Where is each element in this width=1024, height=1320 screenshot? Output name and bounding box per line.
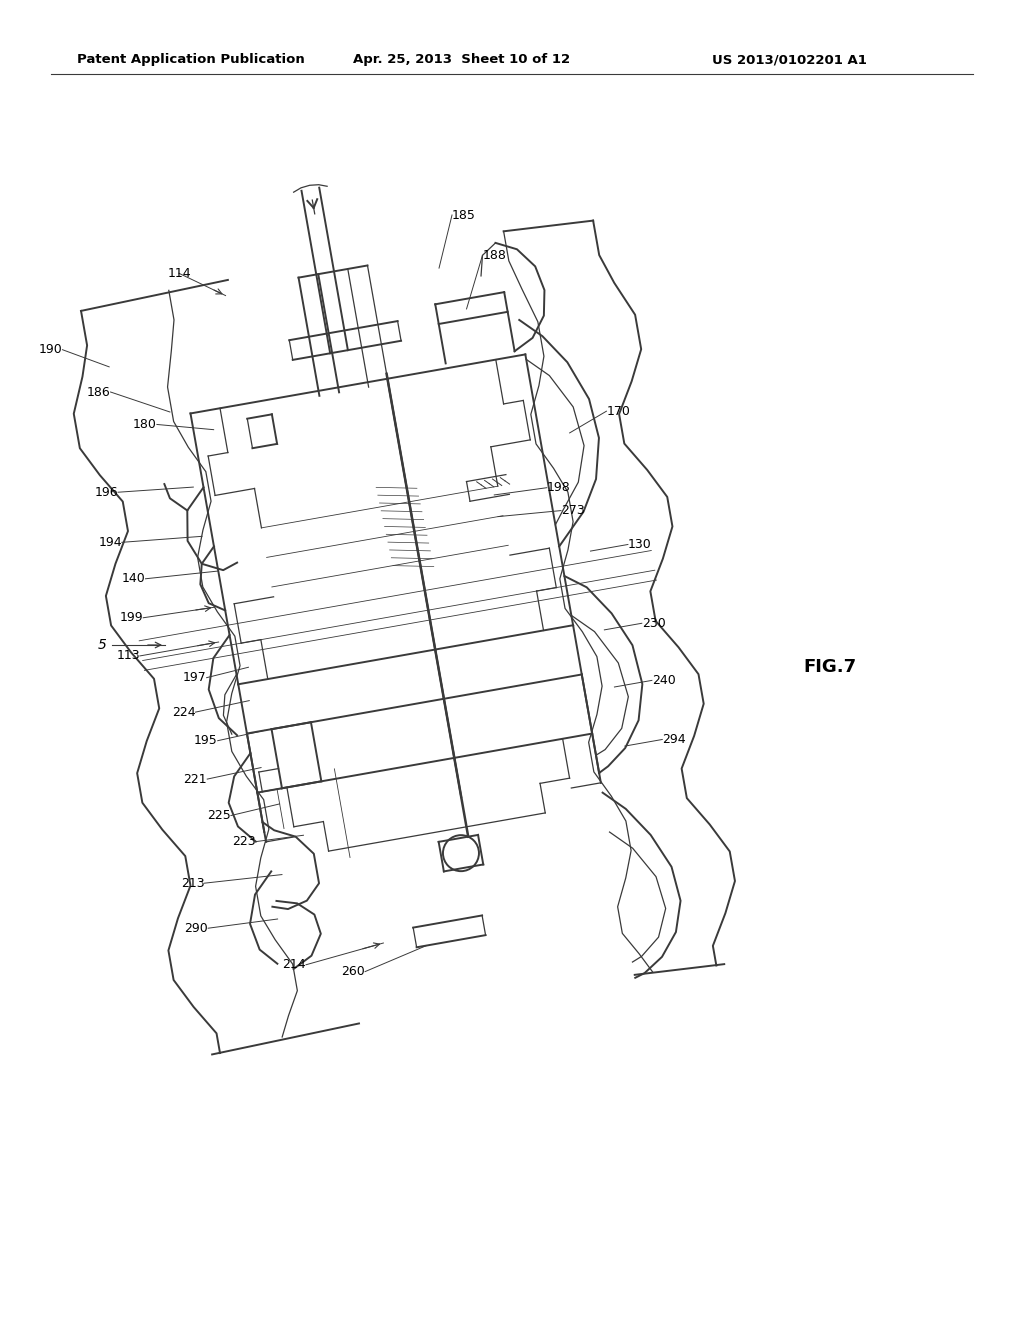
Text: 140: 140: [122, 573, 145, 585]
Text: 130: 130: [628, 539, 651, 550]
Text: US 2013/0102201 A1: US 2013/0102201 A1: [712, 53, 866, 66]
Text: 113: 113: [116, 649, 140, 663]
Text: 294: 294: [663, 733, 686, 746]
Text: 180: 180: [133, 418, 157, 430]
Text: 190: 190: [39, 343, 62, 356]
Text: Patent Application Publication: Patent Application Publication: [77, 53, 304, 66]
Text: 186: 186: [87, 385, 111, 399]
Text: 214: 214: [283, 958, 306, 972]
Text: 223: 223: [232, 836, 256, 849]
Text: 196: 196: [94, 486, 118, 499]
Text: 198: 198: [547, 482, 570, 494]
Text: 225: 225: [207, 809, 231, 822]
Text: 240: 240: [652, 675, 676, 686]
Text: 194: 194: [98, 536, 122, 549]
Text: 188: 188: [482, 249, 506, 261]
Text: 273: 273: [561, 504, 585, 517]
Text: 114: 114: [167, 267, 190, 280]
Text: Apr. 25, 2013  Sheet 10 of 12: Apr. 25, 2013 Sheet 10 of 12: [353, 53, 570, 66]
Text: 170: 170: [606, 405, 631, 417]
Text: 197: 197: [183, 671, 207, 684]
Text: 185: 185: [452, 209, 476, 222]
Text: 213: 213: [180, 876, 204, 890]
Text: 195: 195: [194, 734, 218, 747]
Text: 221: 221: [183, 772, 207, 785]
Text: 224: 224: [172, 706, 196, 718]
Text: 290: 290: [184, 921, 208, 935]
Text: FIG.7: FIG.7: [803, 657, 856, 676]
Text: 5: 5: [98, 638, 106, 652]
Text: 230: 230: [642, 616, 666, 630]
Text: 260: 260: [341, 965, 366, 978]
Text: 199: 199: [120, 611, 143, 624]
